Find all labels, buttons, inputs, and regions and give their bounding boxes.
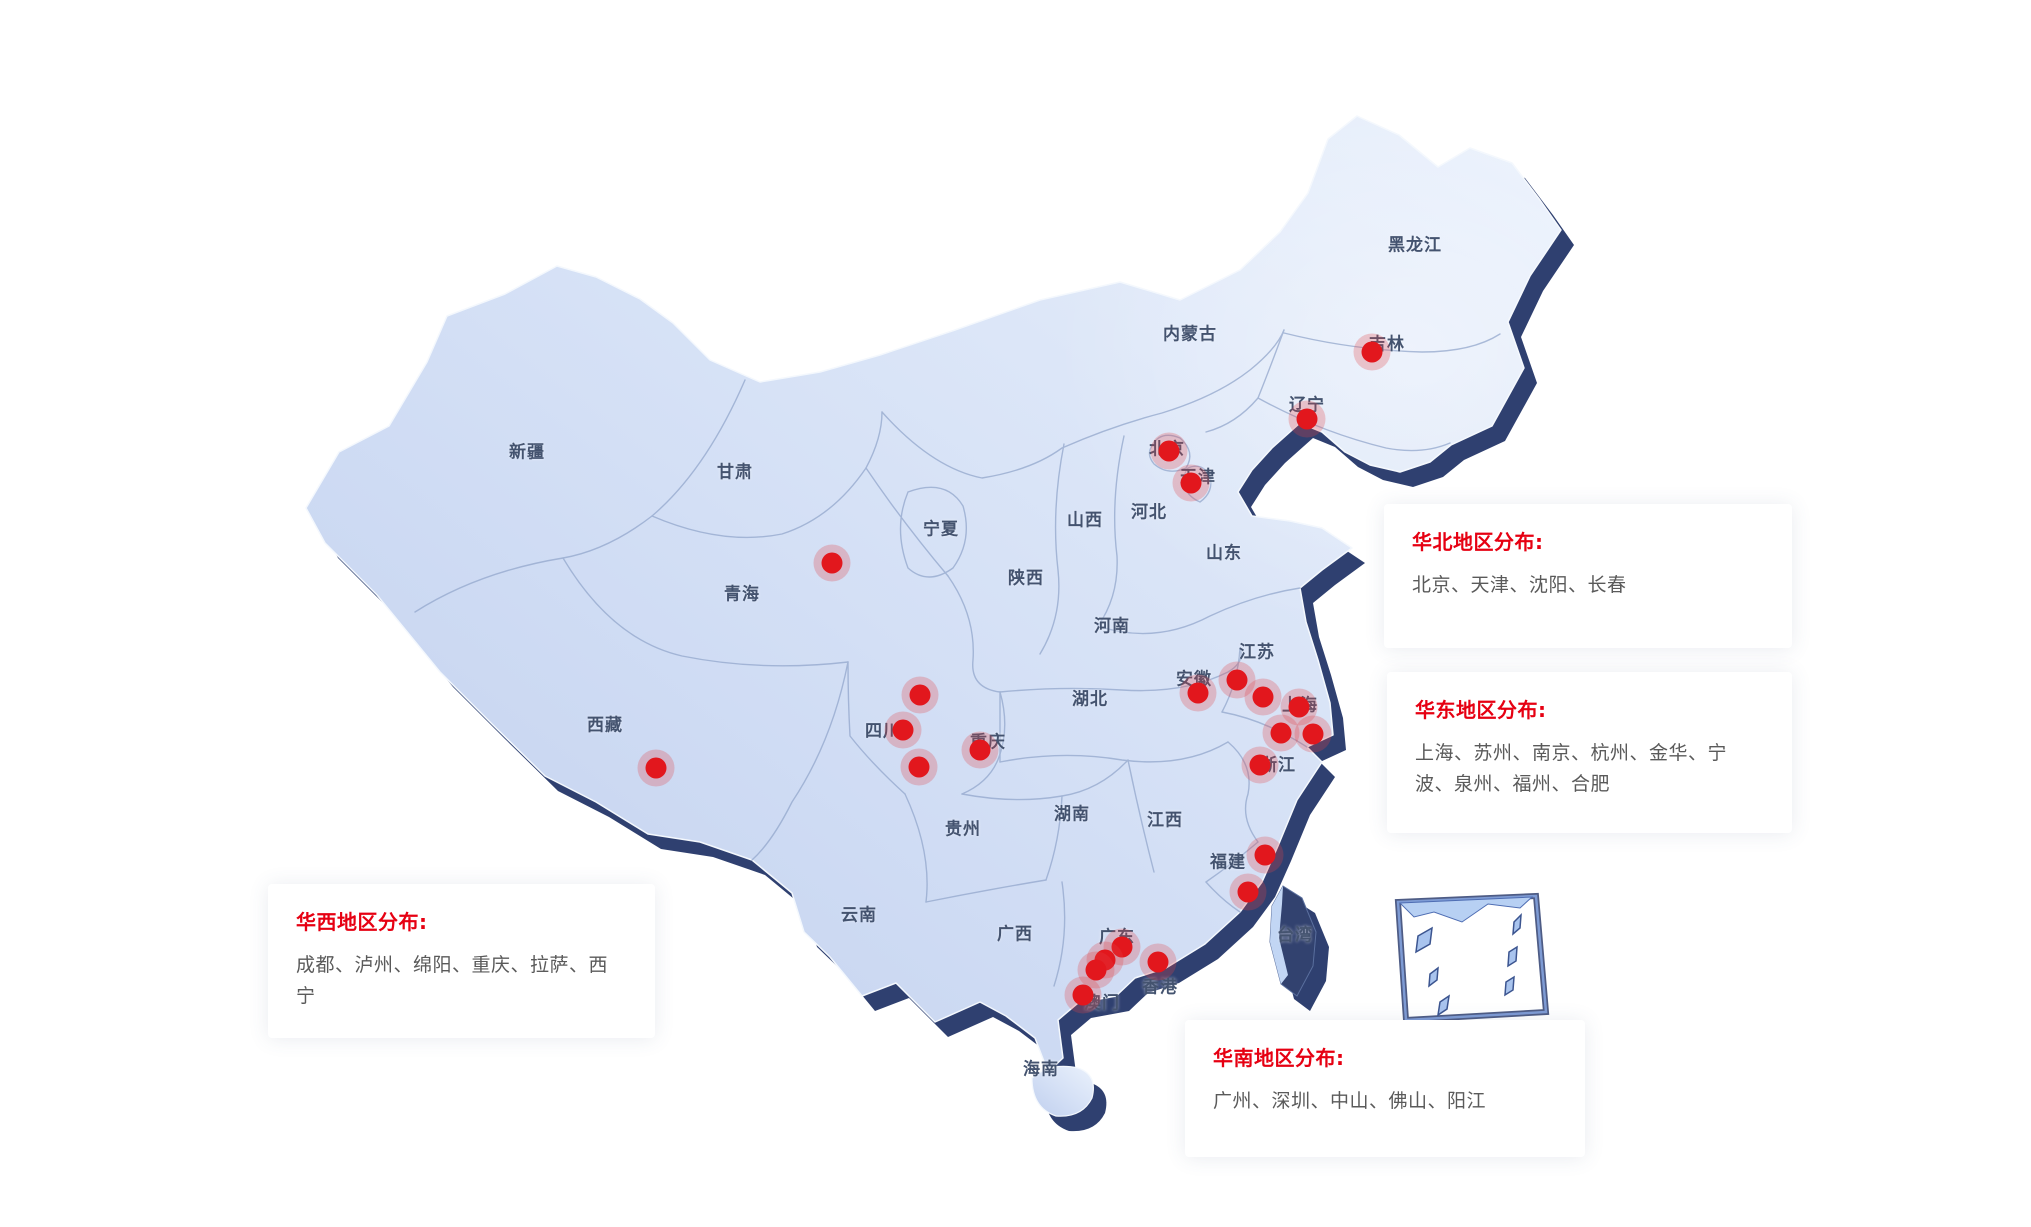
province-label-xizang: 西藏 — [587, 715, 623, 736]
city-marker-quanzhou[interactable] — [1237, 881, 1259, 903]
city-marker-nanjing[interactable] — [1226, 669, 1248, 691]
city-marker-chongqing[interactable] — [969, 739, 991, 761]
card-title: 华西地区分布: — [296, 910, 428, 934]
city-marker-zhongshan[interactable] — [1085, 959, 1107, 981]
city-marker-tianjin[interactable] — [1180, 472, 1202, 494]
city-marker-xining[interactable] — [821, 552, 843, 574]
city-marker-beijing[interactable] — [1158, 440, 1180, 462]
city-marker-shenyang[interactable] — [1296, 408, 1318, 430]
city-marker-changchun[interactable] — [1361, 341, 1383, 363]
province-label-shandong: 山东 — [1206, 543, 1242, 564]
province-label-hainan: 海南 — [1023, 1059, 1059, 1080]
city-marker-shanghai[interactable] — [1288, 696, 1310, 718]
card-east-china-region: 华东地区分布: 上海、苏州、南京、杭州、金华、宁波、泉州、福州、合肥 — [1387, 672, 1792, 833]
card-west-china-region: 华西地区分布: 成都、泸州、绵阳、重庆、拉萨、西宁 — [268, 884, 655, 1038]
province-label-hebei: 河北 — [1131, 502, 1167, 523]
card-title: 华北地区分布: — [1412, 530, 1544, 554]
city-marker-lasa[interactable] — [645, 757, 667, 779]
province-label-taiwan: 台湾 — [1277, 925, 1313, 946]
province-label-jiangsu: 江苏 — [1239, 642, 1275, 663]
province-label-jiangxi: 江西 — [1147, 810, 1183, 831]
card-cities: 广州、深圳、中山、佛山、阳江 — [1213, 1090, 1487, 1112]
province-label-gansu: 甘肃 — [717, 462, 753, 483]
province-label-fujian: 福建 — [1210, 852, 1246, 873]
city-marker-guangzhou[interactable] — [1111, 936, 1133, 958]
province-label-henan: 河南 — [1094, 616, 1130, 637]
province-label-ningxia: 宁夏 — [923, 519, 959, 540]
province-label-yunnan: 云南 — [841, 905, 877, 926]
province-label-guizhou: 贵州 — [945, 819, 981, 840]
city-marker-ningbo[interactable] — [1302, 723, 1324, 745]
card-title: 华南地区分布: — [1213, 1046, 1345, 1070]
province-label-qinghai: 青海 — [724, 584, 760, 605]
city-marker-yangjiang[interactable] — [1072, 984, 1094, 1006]
card-cities: 北京、天津、沈阳、长春 — [1412, 574, 1627, 596]
province-label-heilongjiang: 黑龙江 — [1388, 235, 1442, 256]
card-cities: 上海、苏州、南京、杭州、金华、宁波、泉州、福州、合肥 — [1415, 742, 1728, 796]
city-marker-fuzhou[interactable] — [1254, 844, 1276, 866]
province-label-xinjiang: 新疆 — [509, 442, 545, 463]
card-title: 华东地区分布: — [1415, 698, 1547, 722]
card-south-china-region: 华南地区分布: 广州、深圳、中山、佛山、阳江 — [1185, 1020, 1585, 1157]
city-marker-shenzhen[interactable] — [1147, 951, 1169, 973]
province-label-shanxi: 山西 — [1067, 510, 1103, 531]
province-label-guangxi: 广西 — [997, 924, 1033, 945]
province-label-sichuan: 四川 — [865, 721, 901, 742]
city-marker-mianyang[interactable] — [909, 684, 931, 706]
province-label-neimenggu: 内蒙古 — [1163, 324, 1217, 345]
city-marker-luzhou[interactable] — [908, 756, 930, 778]
province-label-hunan: 湖南 — [1054, 804, 1090, 825]
card-north-china-region: 华北地区分布: 北京、天津、沈阳、长春 — [1384, 504, 1792, 648]
province-label-liaoning: 辽宁 — [1289, 395, 1325, 416]
taiwan-island — [1269, 885, 1317, 997]
province-label-shaanxi: 陕西 — [1008, 568, 1044, 589]
city-marker-hangzhou[interactable] — [1270, 722, 1292, 744]
province-label-hubei: 湖北 — [1072, 689, 1108, 710]
card-cities: 成都、泸州、绵阳、重庆、拉萨、西宁 — [296, 954, 609, 1008]
city-marker-jinhua[interactable] — [1249, 754, 1271, 776]
hainan-island — [1031, 1065, 1094, 1117]
city-marker-suzhou[interactable] — [1252, 686, 1274, 708]
city-marker-chengdu[interactable] — [892, 719, 914, 741]
province-borders — [414, 329, 1501, 987]
province-label-xianggang: 香港 — [1142, 977, 1178, 998]
south-china-sea-inset — [1394, 892, 1550, 1024]
city-marker-hefei[interactable] — [1187, 682, 1209, 704]
